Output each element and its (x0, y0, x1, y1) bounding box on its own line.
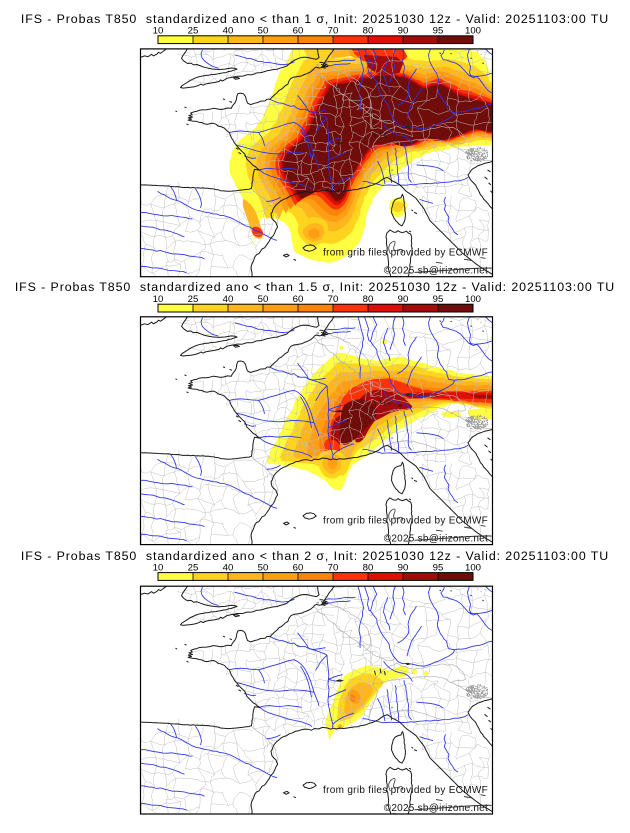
svg-text:50: 50 (258, 26, 269, 37)
svg-text:60: 60 (293, 562, 304, 573)
svg-text:IFS - Probas T850 standardize: IFS - Probas T850 standardized ano < tha… (15, 280, 615, 294)
svg-text:10: 10 (153, 562, 164, 573)
svg-text:95: 95 (433, 294, 444, 305)
svg-text:40: 40 (223, 294, 234, 305)
svg-text:95: 95 (433, 26, 444, 37)
svg-text:60: 60 (293, 26, 304, 37)
svg-text:from grib files provided by EC: from grib files provided by ECMWF (323, 516, 488, 527)
svg-text:90: 90 (398, 562, 409, 573)
svg-text:70: 70 (328, 294, 339, 305)
svg-text:50: 50 (258, 294, 269, 305)
svg-text:80: 80 (363, 26, 374, 37)
svg-text:25: 25 (188, 562, 199, 573)
svg-text:100: 100 (465, 26, 481, 37)
svg-text:90: 90 (398, 26, 409, 37)
svg-text:IFS - Probas T850 standardize: IFS - Probas T850 standardized ano < tha… (21, 12, 609, 26)
svg-text:10: 10 (153, 294, 164, 305)
svg-text:10: 10 (153, 26, 164, 37)
svg-text:60: 60 (293, 294, 304, 305)
svg-text:from grib files provided by EC: from grib files provided by ECMWF (323, 248, 488, 259)
svg-text:40: 40 (223, 562, 234, 573)
svg-text:80: 80 (363, 294, 374, 305)
svg-text:70: 70 (328, 562, 339, 573)
svg-text:95: 95 (433, 562, 444, 573)
svg-text:25: 25 (188, 26, 199, 37)
svg-text:50: 50 (258, 562, 269, 573)
svg-text:40: 40 (223, 26, 234, 37)
svg-text:90: 90 (398, 294, 409, 305)
svg-text:from grib files provided by EC: from grib files provided by ECMWF (323, 785, 488, 796)
svg-text:80: 80 (363, 562, 374, 573)
svg-text:100: 100 (465, 294, 481, 305)
svg-text:25: 25 (188, 294, 199, 305)
svg-text:IFS - Probas T850 standardize: IFS - Probas T850 standardized ano < tha… (21, 549, 609, 563)
svg-text:100: 100 (465, 562, 481, 573)
svg-text:70: 70 (328, 26, 339, 37)
